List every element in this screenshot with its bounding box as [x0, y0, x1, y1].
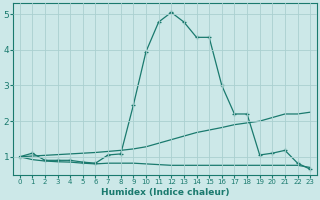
- X-axis label: Humidex (Indice chaleur): Humidex (Indice chaleur): [101, 188, 229, 197]
